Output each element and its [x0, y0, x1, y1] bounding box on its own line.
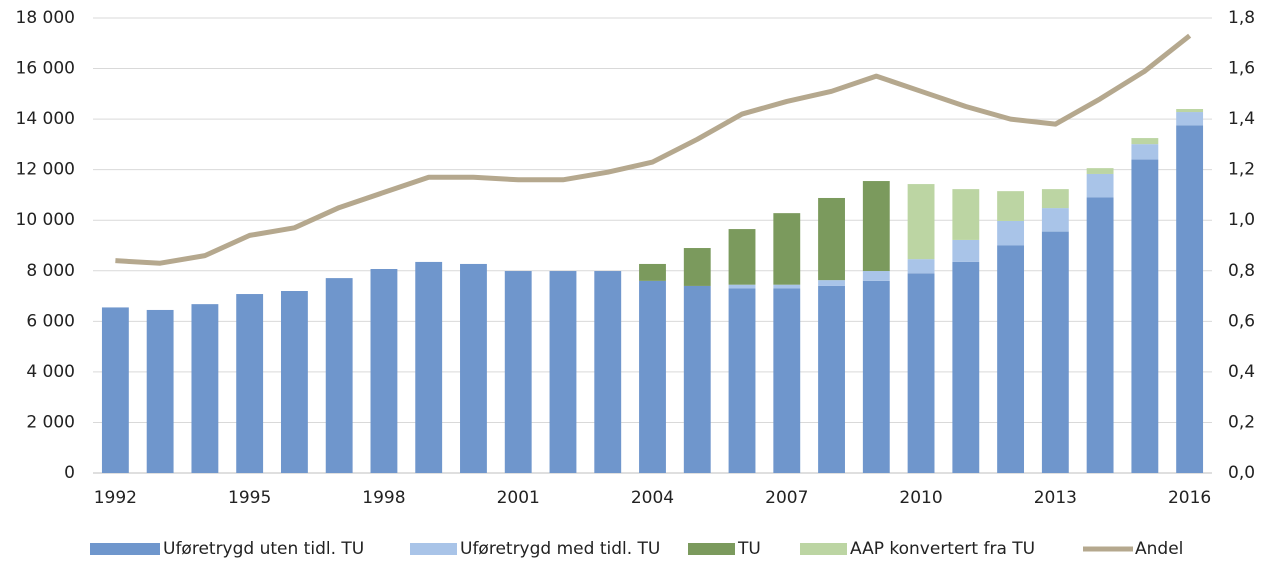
bar-segment	[728, 229, 756, 285]
bar-segment	[101, 307, 129, 473]
bar-segment	[728, 284, 756, 289]
bar-segment	[683, 285, 711, 473]
y2-tick-label: 0,8	[1228, 261, 1255, 281]
bar-segment	[1131, 144, 1159, 160]
bar-segment	[907, 184, 935, 260]
y-tick-label: 4 000	[26, 362, 75, 382]
bar-segment	[773, 288, 801, 473]
bar-segment	[1041, 189, 1069, 209]
bar-segment	[594, 271, 622, 473]
bar-segment	[639, 263, 666, 281]
bar-segment	[683, 248, 711, 286]
bar-segment	[1176, 112, 1204, 126]
y2-tick-label: 1,0	[1228, 210, 1255, 230]
y-tick-label: 18 000	[16, 8, 75, 28]
bar-segment	[952, 239, 980, 262]
y-tick-label: 16 000	[16, 59, 75, 79]
legend-swatch	[800, 543, 847, 555]
y2-tick-label: 0,6	[1228, 311, 1255, 331]
bar-segment	[952, 261, 980, 473]
x-tick-label: 2010	[899, 488, 942, 508]
x-tick-label: 1992	[94, 488, 137, 508]
bar-segment	[1131, 138, 1159, 145]
bar-segment	[997, 220, 1025, 246]
y-tick-label: 8 000	[26, 261, 75, 281]
bar-segment	[504, 271, 532, 473]
y2-tick-label: 0,0	[1228, 463, 1255, 483]
legend-label: TU	[737, 539, 761, 559]
y-tick-label: 14 000	[16, 109, 75, 129]
y2-tick-label: 1,8	[1228, 8, 1255, 28]
bar-segment	[460, 263, 487, 473]
bar-segment	[952, 189, 980, 240]
bar-segment	[818, 285, 845, 473]
legend-label: Andel	[1135, 539, 1183, 559]
bar-segment	[1176, 125, 1204, 474]
x-tick-label: 2016	[1168, 488, 1211, 508]
bar-segment	[1041, 208, 1069, 232]
legend-label: Uføretrygd uten tidl. TU	[163, 539, 364, 559]
y-tick-label: 0	[64, 463, 75, 483]
legend-label: AAP konvertert fra TU	[850, 539, 1035, 559]
y2-tick-label: 1,2	[1228, 160, 1255, 180]
bar-segment	[818, 280, 845, 286]
bar-segment	[907, 259, 935, 274]
bar-segment	[728, 288, 756, 473]
bar-segment	[1086, 168, 1114, 174]
legend-label: Uføretrygd med tidl. TU	[460, 539, 660, 559]
bar-segment	[1086, 197, 1114, 473]
x-tick-label: 2007	[765, 488, 808, 508]
y2-tick-label: 1,6	[1228, 59, 1255, 79]
bar-segment	[1131, 159, 1159, 474]
legend-swatch	[688, 543, 735, 555]
x-tick-label: 2001	[497, 488, 540, 508]
bar-segment	[236, 294, 264, 473]
bar-segment	[862, 280, 890, 473]
bar-segment	[818, 197, 845, 281]
y-tick-label: 12 000	[16, 160, 75, 180]
bar-segment	[191, 304, 219, 473]
bar-segment	[370, 269, 398, 473]
bar-segment	[862, 271, 890, 281]
bar-segment	[907, 273, 935, 473]
bar-segment	[773, 213, 801, 285]
x-tick-label: 1998	[362, 488, 405, 508]
bar-segment	[862, 181, 890, 272]
bar-segment	[1041, 231, 1069, 473]
bar-segment	[997, 245, 1025, 473]
x-tick-label: 1995	[228, 488, 271, 508]
bar-segment	[1176, 109, 1204, 113]
bar-segment	[549, 271, 577, 473]
x-tick-label: 2004	[631, 488, 674, 508]
bar-segment	[997, 191, 1025, 221]
y-tick-label: 2 000	[26, 412, 75, 432]
legend-swatch	[410, 543, 457, 555]
bar-segment	[1086, 173, 1114, 198]
bar-segment	[146, 309, 174, 473]
y-tick-label: 6 000	[26, 311, 75, 331]
bar-segment	[280, 291, 308, 473]
y-tick-label: 10 000	[16, 210, 75, 230]
bar-segment	[415, 261, 443, 473]
bar-segment	[773, 284, 801, 289]
line-series	[115, 33, 1192, 266]
bar-segment	[325, 278, 353, 473]
bar-segment	[639, 280, 666, 473]
x-tick-label: 2013	[1034, 488, 1077, 508]
y2-tick-label: 0,2	[1228, 412, 1255, 432]
y2-tick-label: 0,4	[1228, 362, 1255, 382]
y2-tick-label: 1,4	[1228, 109, 1255, 129]
legend-swatch	[90, 543, 160, 555]
